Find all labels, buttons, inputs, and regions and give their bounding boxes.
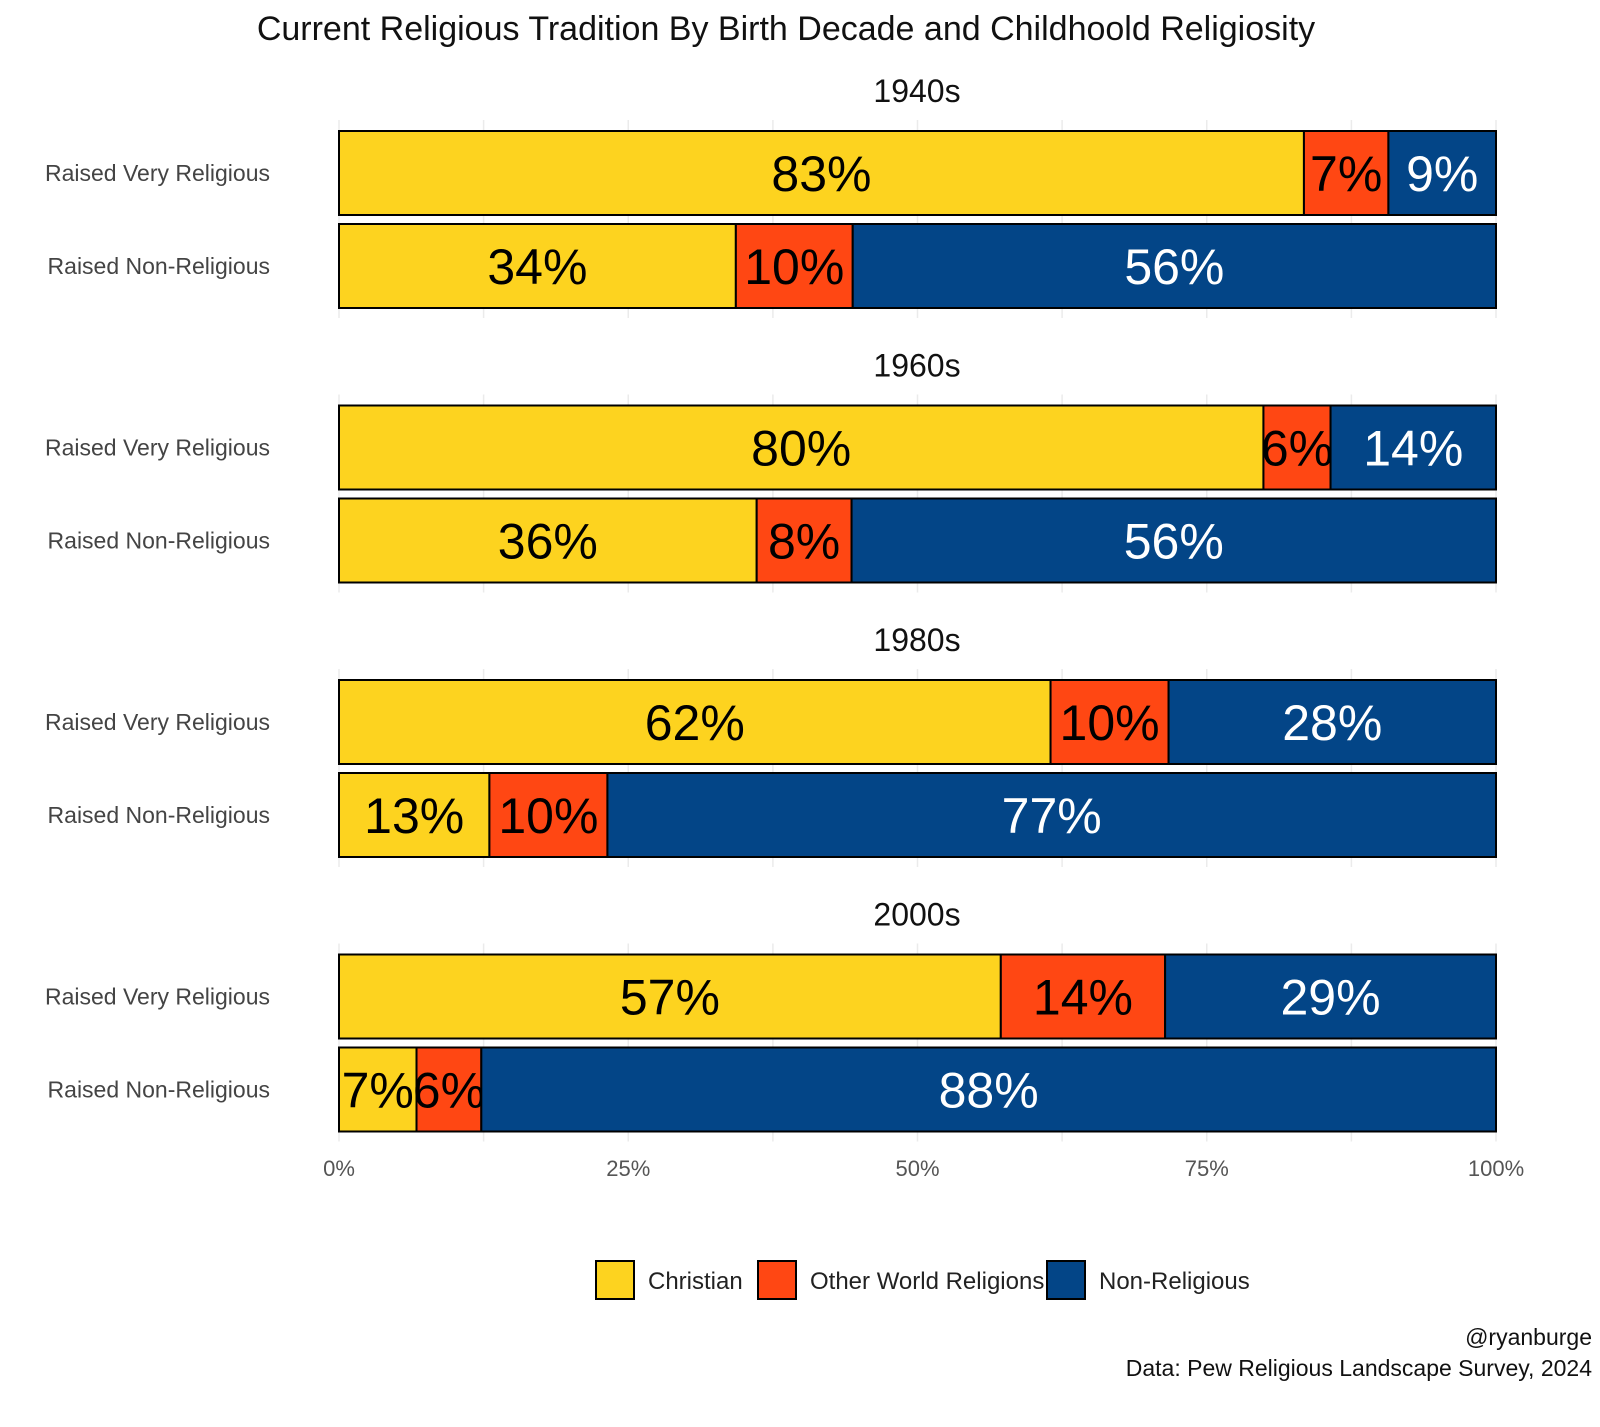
caption-handle: @ryanburge xyxy=(1465,1324,1592,1350)
data-label: 77% xyxy=(1002,788,1102,844)
legend-swatch-1 xyxy=(757,1260,797,1300)
legend-swatch-2 xyxy=(1046,1260,1086,1300)
data-label: 6% xyxy=(1261,421,1333,477)
bar-segment-christian xyxy=(338,679,1052,765)
data-label: 62% xyxy=(645,695,745,751)
y-axis-label: Raised Non-Religious xyxy=(48,253,270,279)
y-axis-label: Raised Very Religious xyxy=(45,435,270,461)
facet-panel-2000s: 2000s Raised Very Religious 57% 14% 29% Raise… xyxy=(45,897,1498,1142)
legend-swatch-0 xyxy=(595,1260,635,1300)
bar-segment-christian xyxy=(338,953,1002,1040)
data-label: 7% xyxy=(342,1063,414,1119)
legend-label: Christian xyxy=(648,1268,743,1295)
bar-segment-christian xyxy=(338,404,1265,491)
bar-segment-non-religious xyxy=(850,497,1497,584)
x-tick-label: 75% xyxy=(1185,1156,1229,1181)
data-label: 10% xyxy=(498,788,598,844)
facet-title: 1960s xyxy=(873,348,960,384)
data-label: 10% xyxy=(1060,695,1160,751)
y-axis-label: Raised Very Religious xyxy=(45,160,270,186)
bar-segment-non-religious xyxy=(1167,679,1497,765)
y-axis-label: Raised Very Religious xyxy=(45,984,270,1010)
data-label: 56% xyxy=(1124,239,1224,295)
data-label: 34% xyxy=(487,239,587,295)
x-tick-label: 0% xyxy=(323,1156,355,1181)
bar-segment-other-world-religions xyxy=(488,772,609,858)
bar-segment-other-world-religions xyxy=(734,223,854,309)
data-label: 80% xyxy=(751,421,851,477)
data-label: 57% xyxy=(620,970,720,1026)
bar-segment-other-world-religions xyxy=(415,1046,483,1133)
y-axis-label: Raised Non-Religious xyxy=(48,1077,270,1103)
data-label: 28% xyxy=(1282,695,1382,751)
bar-segment-non-religious xyxy=(480,1046,1498,1133)
data-label: 7% xyxy=(1310,146,1382,202)
facet-panel-1940s: 1940s Raised Very Religious 83% 7% 9% Raised … xyxy=(45,73,1498,318)
facet-panel-1960s: 1960s Raised Very Religious 80% 6% 14% Raised… xyxy=(45,348,1497,593)
data-label: 29% xyxy=(1281,970,1381,1026)
bar-segment-other-world-religions xyxy=(1302,130,1390,216)
x-tick-label: 100% xyxy=(1468,1156,1524,1181)
legend-label: Non-Religious xyxy=(1099,1268,1250,1295)
y-axis-label: Raised Non-Religious xyxy=(48,802,270,828)
data-label: 88% xyxy=(939,1063,1039,1119)
caption-source: Data: Pew Religious Landscape Survey, 20… xyxy=(1126,1355,1592,1381)
bar-segment-christian xyxy=(338,497,758,584)
legend-label: Other World Religions xyxy=(810,1268,1044,1295)
chart-title: Current Religious Tradition By Birth Dec… xyxy=(257,10,1315,48)
bar-segment-other-world-religions xyxy=(1262,404,1332,491)
data-label: 14% xyxy=(1363,421,1463,477)
data-label: 10% xyxy=(744,239,844,295)
bar-segment-christian xyxy=(338,223,737,309)
bar-segment-other-world-religions xyxy=(999,953,1167,1040)
data-label: 13% xyxy=(364,788,464,844)
bar-segment-other-world-religions xyxy=(1049,679,1170,765)
data-label: 14% xyxy=(1033,970,1133,1026)
facet-title: 1980s xyxy=(873,622,960,658)
bar-segment-non-religious xyxy=(1164,953,1498,1040)
y-axis-label: Raised Very Religious xyxy=(45,709,270,735)
facet-panel-1980s: 1980s Raised Very Religious 62% 10% 28% Raise… xyxy=(45,622,1497,867)
bar-segment-non-religious xyxy=(1387,130,1498,216)
bar-segment-non-religious xyxy=(1329,404,1497,491)
data-label: 6% xyxy=(413,1063,485,1119)
x-tick-label: 50% xyxy=(895,1156,939,1181)
bar-segment-christian xyxy=(338,1046,418,1133)
bar-segment-non-religious xyxy=(851,223,1497,309)
data-label: 83% xyxy=(771,146,871,202)
facet-title: 1940s xyxy=(873,73,960,109)
bar-segment-non-religious xyxy=(606,772,1497,858)
facet-title: 2000s xyxy=(873,897,960,933)
data-label: 36% xyxy=(498,514,598,570)
data-label: 56% xyxy=(1124,514,1224,570)
y-axis-label: Raised Non-Religious xyxy=(48,528,270,554)
data-label: 8% xyxy=(768,514,840,570)
data-label: 9% xyxy=(1406,146,1478,202)
x-tick-label: 25% xyxy=(606,1156,650,1181)
